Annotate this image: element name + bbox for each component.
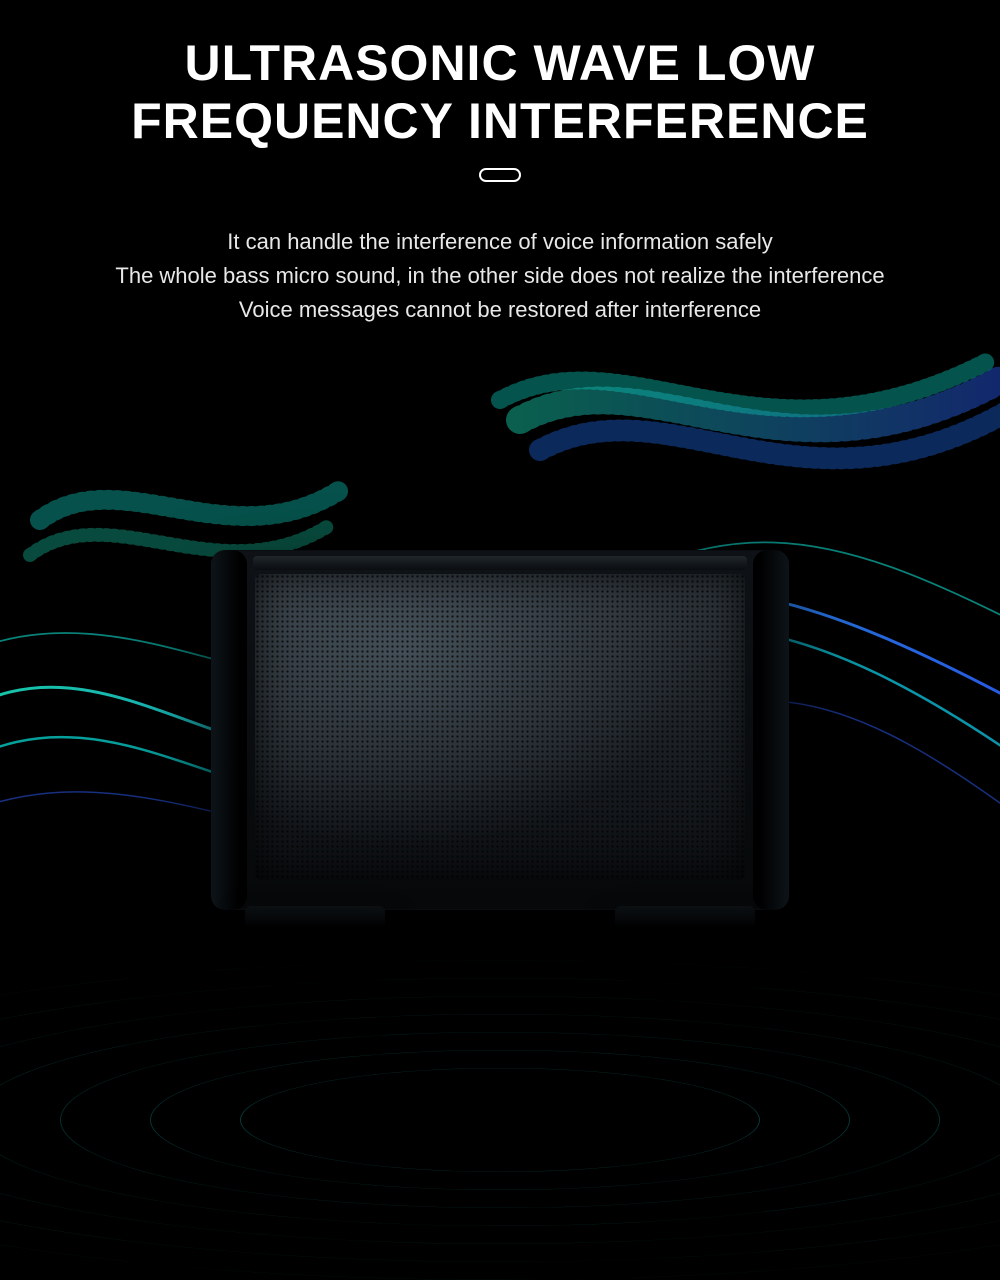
- device-foot-right: [615, 906, 755, 928]
- title-line-2: FREQUENCY INTERFERENCE: [0, 93, 1000, 151]
- device-top-bar: [253, 556, 747, 570]
- desc-line-2: The whole bass micro sound, in the other…: [0, 259, 1000, 293]
- divider-pill-icon: [479, 168, 521, 182]
- header: ULTRASONIC WAVE LOW FREQUENCY INTERFEREN…: [0, 35, 1000, 187]
- device-foot-left: [245, 906, 385, 928]
- device-grille: [255, 574, 745, 880]
- speaker-device: [215, 550, 785, 910]
- title-line-1: ULTRASONIC WAVE LOW: [0, 35, 1000, 93]
- desc-line-3: Voice messages cannot be restored after …: [0, 293, 1000, 327]
- description: It can handle the interference of voice …: [0, 225, 1000, 327]
- desc-line-1: It can handle the interference of voice …: [0, 225, 1000, 259]
